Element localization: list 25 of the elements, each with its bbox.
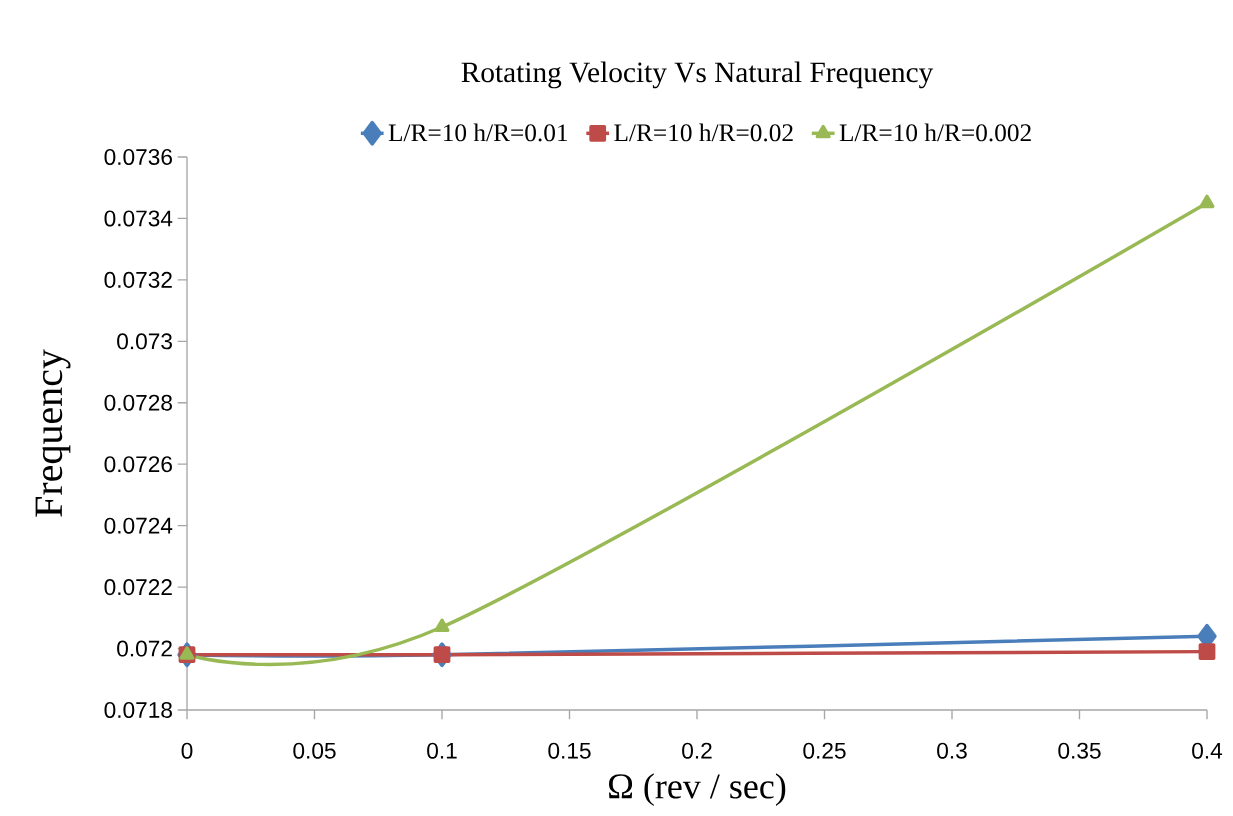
y-tick-label: 0.0728 [104, 394, 172, 411]
x-tick-label: 0.05 [293, 742, 336, 759]
y-tick-label: 0.0736 [104, 148, 172, 166]
y-tick-label: 0.0734 [104, 210, 173, 227]
y-tick-label: 0.0724 [104, 517, 173, 534]
y-tick-label: 0.0732 [104, 271, 172, 288]
x-tick-label: 0.4 [1192, 742, 1223, 759]
x-tick-label: 0.15 [548, 742, 591, 759]
y-tick-label: 0.072 [117, 640, 172, 657]
y-axis-title: Frequency [35, 349, 71, 517]
legend-label: L/R=10 h/R=0.01 [388, 123, 568, 142]
y-tick-label: 0.0722 [104, 579, 172, 596]
x-tick-label: 0.25 [803, 742, 846, 759]
x-tick-label: 0.35 [1058, 742, 1101, 759]
x-tick-label: 0 [181, 742, 193, 759]
x-axis-title: Ω (rev / sec) [609, 773, 786, 806]
x-tick-label: 0.3 [937, 742, 967, 759]
y-tick-label: 0.0726 [104, 456, 172, 473]
legend-label: L/R=10 h/R=0.002 [839, 123, 1031, 142]
y-tick-label: 0.0718 [104, 701, 172, 719]
legend-label: L/R=10 h/R=0.02 [614, 123, 793, 142]
y-tick-label: 0.073 [117, 333, 172, 350]
x-tick-label: 0.1 [427, 742, 457, 759]
x-tick-label: 0.2 [682, 742, 712, 759]
chart-title: Rotating Velocity Vs Natural Frequency [461, 61, 934, 89]
